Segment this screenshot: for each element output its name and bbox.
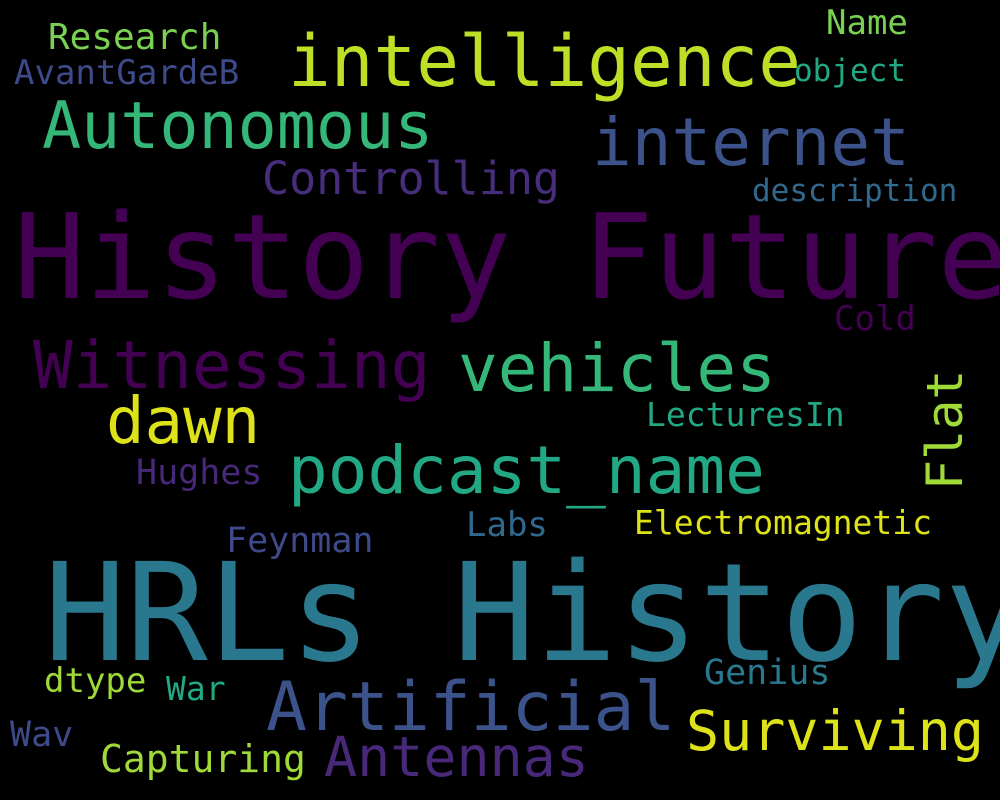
word-controlling: Controlling [262, 152, 561, 205]
word-wav: Wav [10, 715, 74, 755]
word-antennas: Antennas [324, 725, 589, 789]
word-internet: internet [592, 104, 910, 181]
word-podcast-name: podcast_name [288, 432, 765, 509]
word-object: object [794, 53, 906, 89]
word-history-future: History Future [14, 188, 1000, 326]
word-feynman: Feynman [226, 521, 374, 561]
word-description: description [752, 173, 958, 209]
word-dtype: dtype [44, 661, 147, 701]
word-electromagnetic: Electromagnetic [634, 503, 933, 542]
word-intelligence: intelligence [288, 20, 801, 103]
word-genius: Genius [704, 653, 831, 693]
word-labs: Labs [466, 505, 548, 545]
word-name: Name [826, 3, 908, 43]
word-hughes: Hughes [136, 453, 263, 493]
word-flat: Flat [916, 369, 974, 490]
word-witnessing: Witnessing [33, 327, 431, 404]
word-research: Research [48, 17, 222, 58]
word-avantgardeb: AvantGardeB [14, 53, 240, 93]
word-capturing: Capturing [100, 737, 306, 781]
word-autonomous: Autonomous [42, 89, 434, 164]
word-war: War [166, 669, 226, 708]
word-cold: Cold [834, 299, 916, 339]
word-dawn: dawn [106, 385, 261, 459]
word-artificial: Artificial [266, 668, 676, 747]
word-hrls-history: HRLs History [44, 535, 1000, 693]
word-surviving: Surviving [686, 699, 985, 763]
word-vehicles: vehicles [458, 330, 776, 407]
word-lecturesin: LecturesIn [646, 395, 845, 434]
